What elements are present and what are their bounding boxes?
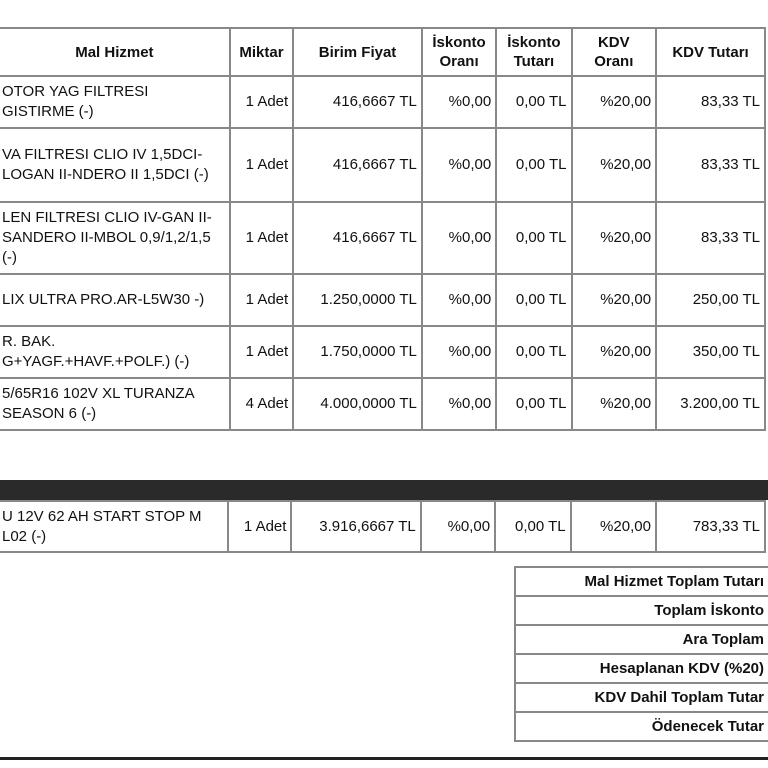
items-table: Mal Hizmet Miktar Birim Fiyat İskonto Or…	[0, 27, 766, 431]
item-discount-rate: %0,00	[420, 75, 498, 129]
header-kdv-tutari: KDV Tutarı	[655, 27, 766, 77]
item-discount-rate: %0,00	[420, 273, 498, 327]
item-unit-price: 416,6667 TL	[292, 127, 423, 203]
table-row: VA FILTRESI CLIO IV 1,5DCI-LOGAN II-NDER…	[0, 127, 766, 203]
summary-label: Mal Hizmet Toplam Tutarı	[514, 566, 768, 597]
item-vat-rate: %20,00	[570, 127, 658, 203]
item-vat-rate: %20,00	[570, 377, 658, 431]
table-row: OTOR YAG FILTRESI GISTIRME (-) 1 Adet 416,…	[0, 75, 766, 129]
item-discount-rate: %0,00	[420, 377, 498, 431]
item-discount-amount: 0,00 TL	[495, 325, 573, 379]
summary-label: KDV Dahil Toplam Tutar	[514, 682, 768, 713]
table-row: U 12V 62 AH START STOP M L02 (-) 1 Adet 3.…	[0, 500, 767, 553]
header-miktar: Miktar	[228, 27, 295, 77]
header-iskonto-orani: İskonto Oranı	[420, 27, 498, 77]
item-discount-amount: 0,00 TL	[495, 75, 573, 129]
summary-label: Hesaplanan KDV (%20)	[514, 653, 768, 684]
item-unit-price: 416,6667 TL	[292, 75, 423, 129]
summary-row: KDV Dahil Toplam Tutar	[514, 682, 768, 713]
item-vat-rate: %20,00	[570, 75, 658, 129]
summary-label: Toplam İskonto	[514, 595, 768, 626]
bottom-divider	[0, 757, 768, 760]
item-unit-price: 3.916,6667 TL	[290, 500, 422, 553]
summary-row: Ödenecek Tutar	[514, 711, 768, 742]
item-discount-rate: %0,00	[420, 325, 498, 379]
item-unit-price: 416,6667 TL	[292, 201, 423, 275]
table-row: 5/65R16 102V XL TURANZA SEASON 6 (-) 4 Ad…	[0, 377, 766, 431]
item-discount-rate: %0,00	[419, 500, 497, 553]
header-iskonto-tutari: İskonto Tutarı	[495, 27, 573, 77]
item-discount-rate: %0,00	[420, 127, 498, 203]
summary-label: Ödenecek Tutar	[514, 711, 768, 742]
item-quantity: 1 Adet	[228, 75, 295, 129]
summary-row: Ara Toplam	[514, 624, 768, 655]
item-discount-rate: %0,00	[420, 201, 498, 275]
item-vat-amount: 250,00 TL	[655, 273, 766, 327]
item-unit-price: 1.750,0000 TL	[292, 325, 423, 379]
item-description: LEN FILTRESI CLIO IV-GAN II-SANDERO II-M…	[0, 201, 231, 275]
item-vat-rate: %20,00	[569, 500, 657, 553]
summary-row: Mal Hizmet Toplam Tutarı	[514, 566, 768, 597]
header-mal-hizmet: Mal Hizmet	[0, 27, 231, 77]
item-description: 5/65R16 102V XL TURANZA SEASON 6 (-)	[0, 377, 231, 431]
item-discount-amount: 0,00 TL	[494, 500, 572, 553]
header-kdv-orani: KDV Oranı	[570, 27, 658, 77]
items-table-continued: U 12V 62 AH START STOP M L02 (-) 1 Adet 3.…	[0, 500, 767, 553]
item-description: OTOR YAG FILTRESI GISTIRME (-)	[0, 75, 231, 129]
item-discount-amount: 0,00 TL	[495, 201, 573, 275]
item-vat-amount: 83,33 TL	[655, 201, 766, 275]
item-vat-rate: %20,00	[570, 273, 658, 327]
table-row: LEN FILTRESI CLIO IV-GAN II-SANDERO II-M…	[0, 201, 766, 275]
item-description: VA FILTRESI CLIO IV 1,5DCI-LOGAN II-NDER…	[0, 127, 231, 203]
item-quantity: 1 Adet	[226, 500, 293, 553]
item-quantity: 1 Adet	[228, 325, 295, 379]
item-unit-price: 1.250,0000 TL	[292, 273, 423, 327]
item-vat-amount: 3.200,00 TL	[655, 377, 766, 431]
item-vat-rate: %20,00	[570, 325, 658, 379]
table-row: R. BAK. G+YAGF.+HAVF.+POLF.) (-) 1 Adet 1.…	[0, 325, 766, 379]
item-description: LIX ULTRA PRO.AR-L5W30 -)	[0, 273, 231, 327]
item-description: U 12V 62 AH START STOP M L02 (-)	[0, 500, 229, 553]
item-discount-amount: 0,00 TL	[495, 377, 573, 431]
item-quantity: 4 Adet	[228, 377, 295, 431]
item-vat-rate: %20,00	[570, 201, 658, 275]
item-vat-amount: 83,33 TL	[655, 127, 766, 203]
summary-row: Hesaplanan KDV (%20)	[514, 653, 768, 684]
item-vat-amount: 83,33 TL	[655, 75, 766, 129]
table-row: LIX ULTRA PRO.AR-L5W30 -) 1 Adet 1.250,000…	[0, 273, 766, 327]
item-discount-amount: 0,00 TL	[495, 273, 573, 327]
section-divider-bar	[0, 480, 768, 500]
table-header-row: Mal Hizmet Miktar Birim Fiyat İskonto Or…	[0, 27, 766, 77]
item-vat-amount: 350,00 TL	[655, 325, 766, 379]
summary-table: Mal Hizmet Toplam Tutarı Toplam İskonto Ar…	[514, 566, 768, 742]
summary-row: Toplam İskonto	[514, 595, 768, 626]
item-vat-amount: 783,33 TL	[654, 500, 767, 553]
header-birim-fiyat: Birim Fiyat	[292, 27, 423, 77]
summary-label: Ara Toplam	[514, 624, 768, 655]
item-quantity: 1 Adet	[228, 201, 295, 275]
item-discount-amount: 0,00 TL	[495, 127, 573, 203]
item-description: R. BAK. G+YAGF.+HAVF.+POLF.) (-)	[0, 325, 231, 379]
item-quantity: 1 Adet	[228, 273, 295, 327]
item-unit-price: 4.000,0000 TL	[292, 377, 423, 431]
item-quantity: 1 Adet	[228, 127, 295, 203]
